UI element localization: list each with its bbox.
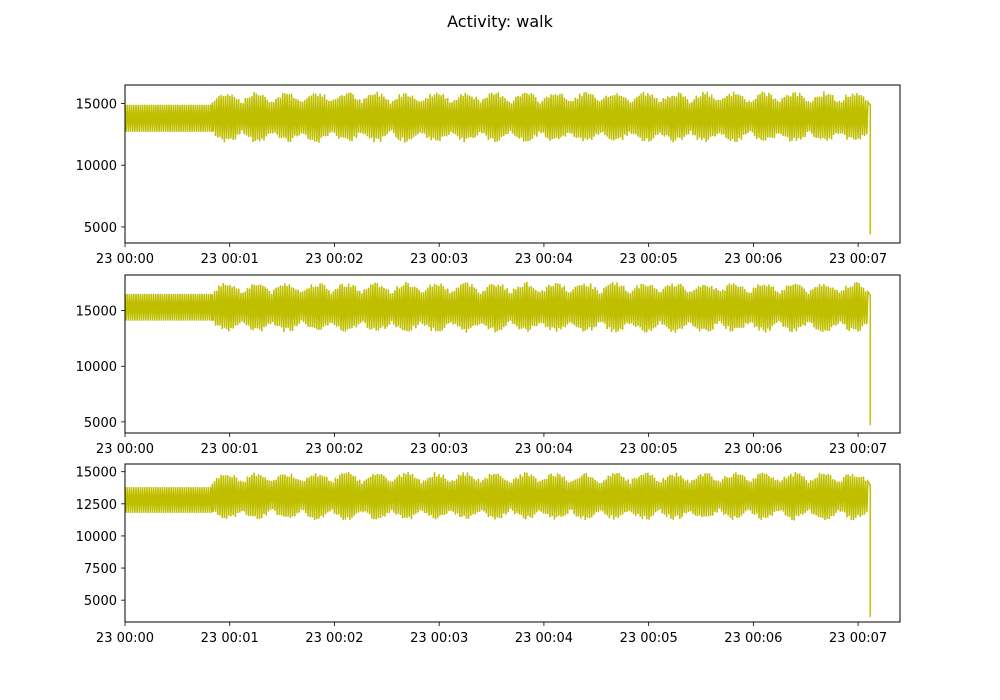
x-tick-label: 23 00:04 (515, 442, 573, 457)
subplot-3: 23 00:00 23 00:01 23 00:02 23 00:03 23 00:04… (76, 463, 901, 646)
x-tick-label: 23 00:06 (724, 631, 782, 646)
x-tick-label: 23 00:00 (96, 442, 154, 457)
x-tick-label: 23 00:03 (410, 252, 468, 267)
subplots: 23 00:00 23 00:01 23 00:02 23 00:03 23 00:04… (76, 84, 901, 646)
series-line (124, 471, 872, 617)
x-tick-label: 23 00:03 (410, 442, 468, 457)
subplot-1: 23 00:00 23 00:01 23 00:02 23 00:03 23 00:04… (76, 84, 901, 267)
x-tick-label: 23 00:06 (724, 252, 782, 267)
y-tick-label: 10000 (76, 360, 117, 375)
subplot-2: 23 00:00 23 00:01 23 00:02 23 00:03 23 00:04… (76, 274, 901, 457)
y-tick-label: 15000 (76, 98, 117, 113)
y-tick-label: 15000 (76, 466, 117, 481)
y-tick-label: 10000 (76, 159, 117, 174)
x-tick-label: 23 00:04 (515, 252, 573, 267)
y-tick-label: 15000 (76, 305, 117, 320)
axes-frame (124, 274, 901, 434)
y-tick-label: 7500 (84, 562, 117, 577)
x-tick-label: 23 00:00 (96, 631, 154, 646)
x-tick-label: 23 00:05 (620, 252, 678, 267)
y-tick-label: 5000 (84, 221, 117, 236)
x-tick-label: 23 00:01 (201, 252, 259, 267)
figure-title: Activity: walk (447, 12, 553, 31)
x-tick-label: 23 00:05 (620, 631, 678, 646)
y-tick-label: 5000 (84, 594, 117, 609)
x-tick-label: 23 00:00 (96, 252, 154, 267)
y-tick-label: 5000 (84, 416, 117, 431)
axes-frame (124, 84, 901, 244)
y-tick-label: 12500 (76, 498, 117, 513)
x-tick-label: 23 00:05 (620, 442, 678, 457)
x-tick-label: 23 00:07 (829, 442, 887, 457)
series-line (124, 281, 872, 426)
x-tick-label: 23 00:06 (724, 442, 782, 457)
x-tick-label: 23 00:01 (201, 631, 259, 646)
series-line (124, 91, 872, 235)
x-tick-label: 23 00:01 (201, 442, 259, 457)
x-tick-label: 23 00:04 (515, 631, 573, 646)
axes-frame (124, 463, 901, 623)
y-tick-label: 10000 (76, 530, 117, 545)
x-tick-label: 23 00:02 (305, 442, 363, 457)
x-tick-label: 23 00:02 (305, 631, 363, 646)
x-tick-label: 23 00:07 (829, 631, 887, 646)
x-tick-label: 23 00:03 (410, 631, 468, 646)
x-tick-label: 23 00:02 (305, 252, 363, 267)
x-tick-label: 23 00:07 (829, 252, 887, 267)
